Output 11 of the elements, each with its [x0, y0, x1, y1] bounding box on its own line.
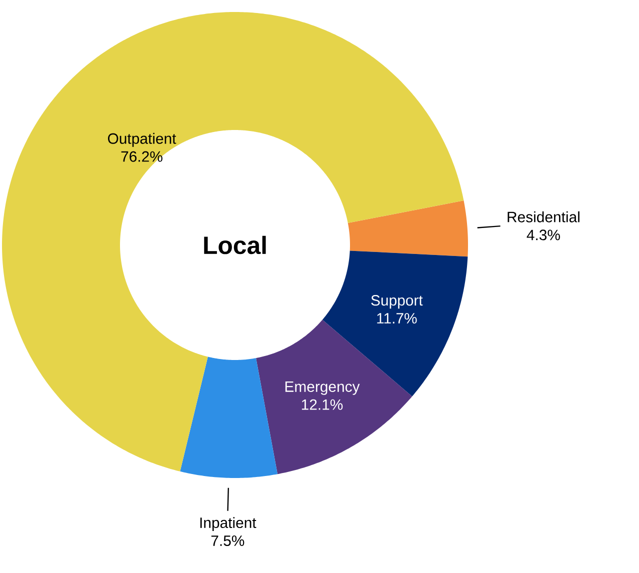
slice-label: Outpatient — [108, 132, 176, 147]
data-label: 7.5% — [211, 535, 244, 546]
data-label: 76.2% — [121, 151, 162, 162]
slice-label: Support — [371, 295, 423, 309]
slice-label: Residential — [508, 211, 580, 222]
slice-label: Inpatient — [200, 517, 256, 532]
data-label: 12.1% — [302, 399, 343, 410]
data-label: 4.3% — [526, 230, 560, 240]
slice-label: Emergency — [285, 382, 360, 395]
data-label: 11.7% — [377, 313, 417, 324]
text: Local — [204, 236, 266, 254]
